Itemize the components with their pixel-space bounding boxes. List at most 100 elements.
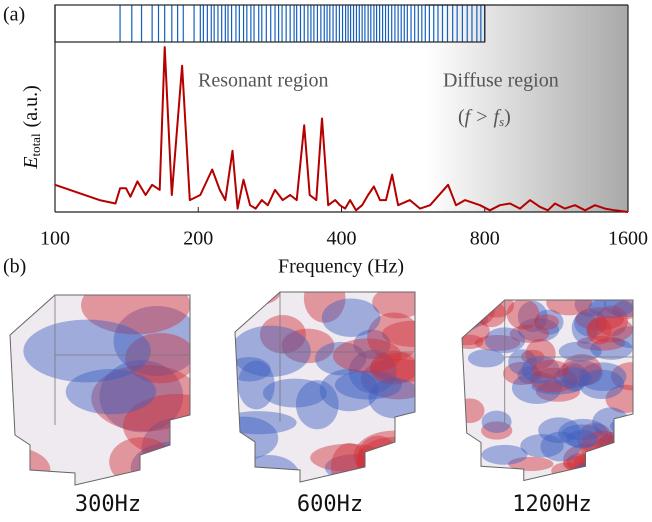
field-blob: [508, 456, 554, 472]
x-tick-label: 100: [40, 228, 70, 250]
field-blob: [332, 338, 402, 373]
mode-image: [10, 295, 190, 485]
field-blob: [281, 328, 335, 364]
field-blob: [511, 371, 562, 404]
energy-line: [54, 46, 629, 213]
field-blob: [611, 326, 633, 349]
field-blob: [238, 455, 300, 482]
field-blob: [586, 316, 633, 343]
field-blob: [562, 424, 603, 441]
field-blob: [571, 312, 599, 344]
field-blob: [566, 429, 599, 449]
field-blob: [535, 381, 581, 402]
caption: 600Hz: [297, 492, 363, 517]
y-label-symbol: E: [20, 157, 42, 170]
x-tick-label: 400: [327, 228, 357, 250]
field-blob: [534, 314, 560, 330]
field-blob: [578, 369, 625, 399]
field-blob: [360, 358, 415, 400]
field-blob: [574, 300, 607, 317]
field-blob: [508, 349, 537, 376]
field-blob: [517, 318, 560, 342]
field-blob: [235, 292, 281, 307]
x-tick-label: 1600: [608, 228, 648, 250]
field-blob: [575, 307, 625, 331]
field-blob: [370, 350, 415, 385]
field-blob: [612, 300, 633, 320]
field-blob: [538, 417, 580, 444]
cond-part: ): [504, 106, 511, 128]
field-blob: [579, 362, 627, 392]
cond-part: f: [465, 106, 473, 128]
caption: 1200Hz: [512, 492, 591, 517]
field-blob: [597, 447, 633, 467]
field-blob: [586, 460, 614, 481]
caption: 300Hz: [75, 492, 141, 517]
mode-image: [235, 292, 415, 482]
image-outline: [9, 294, 191, 486]
field-blob: [474, 335, 521, 351]
cond-part: (: [458, 106, 465, 128]
field-blob: [237, 360, 275, 410]
cond-part: s: [499, 114, 504, 129]
field-blob: [462, 334, 484, 350]
field-blob: [596, 305, 628, 337]
field-blob: [553, 367, 592, 389]
field-blob: [558, 341, 602, 362]
field-blob: [319, 368, 379, 412]
field-blob: [99, 360, 184, 433]
field-blob: [353, 430, 415, 481]
image-outline: [461, 299, 634, 482]
field-blob: [481, 444, 528, 465]
field-blob: [235, 411, 297, 435]
annotation: (f > fs): [458, 106, 511, 129]
field-blob: [368, 378, 415, 419]
field-blob: [572, 461, 616, 481]
cond-part: >: [476, 106, 487, 128]
diffuse-shade: [425, 5, 628, 212]
field-blob: [481, 410, 512, 434]
cond-part: f: [494, 106, 502, 128]
field-blob: [574, 309, 607, 337]
field-blob: [521, 355, 560, 384]
field-blob: [520, 434, 564, 458]
field-blob: [531, 360, 570, 379]
annotation: Resonant region: [198, 70, 329, 92]
field-blob: [334, 370, 402, 400]
field-blob: [125, 332, 190, 384]
field-blob: [517, 300, 548, 333]
annotation: Diffuse region: [443, 70, 559, 92]
field-blob: [109, 437, 174, 485]
field-blob: [562, 363, 588, 392]
field-blob: [348, 350, 397, 394]
mode-image: [462, 300, 633, 481]
field-blob: [588, 300, 633, 318]
field-blob: [81, 295, 190, 335]
field-blob: [235, 325, 311, 377]
field-blob: [471, 300, 496, 325]
y-axis-label: Etotal (a.u.): [20, 85, 43, 170]
field-blob: [295, 380, 339, 430]
field-blob: [605, 384, 633, 414]
field-blob: [509, 324, 550, 343]
image-outline: [234, 291, 416, 483]
field-blob: [561, 354, 602, 386]
field-blob: [321, 298, 381, 337]
y-label-subscript: total: [28, 133, 43, 156]
x-tick-label: 200: [183, 228, 213, 250]
field-blob: [235, 357, 271, 382]
field-blob: [367, 312, 415, 361]
field-blob: [576, 335, 626, 351]
field-blob: [557, 360, 603, 387]
field-blob: [534, 309, 564, 335]
field-blob: [540, 431, 582, 462]
field-blob: [462, 300, 485, 321]
field-blob: [502, 361, 541, 386]
mode-images: [9, 291, 634, 486]
x-axis-label: Frequency (Hz): [278, 256, 404, 278]
field-blob: [370, 352, 415, 383]
field-blob: [480, 421, 513, 440]
panel-label: (a): [3, 4, 25, 26]
field-blob: [558, 418, 609, 448]
field-blob: [577, 422, 613, 453]
